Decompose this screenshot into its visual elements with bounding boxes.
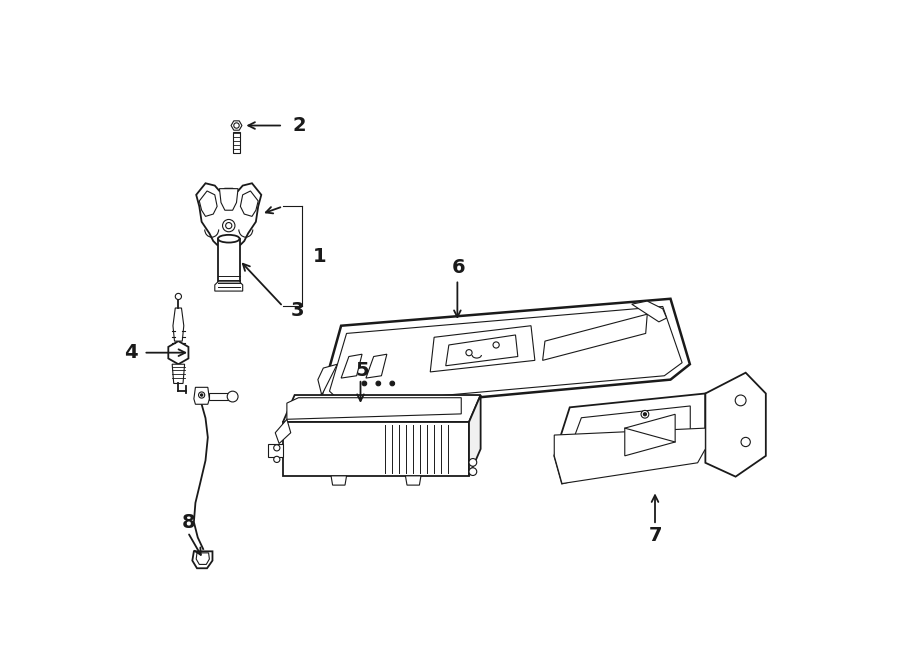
Polygon shape	[194, 387, 210, 405]
Polygon shape	[275, 419, 291, 444]
Text: 5: 5	[356, 362, 370, 380]
Polygon shape	[554, 393, 706, 484]
Polygon shape	[267, 444, 283, 457]
Polygon shape	[287, 398, 461, 419]
Circle shape	[199, 392, 204, 398]
Text: 4: 4	[124, 343, 138, 362]
Text: 6: 6	[452, 258, 465, 278]
Polygon shape	[199, 191, 217, 216]
Polygon shape	[283, 422, 469, 476]
Polygon shape	[231, 121, 242, 130]
Circle shape	[222, 219, 235, 232]
Polygon shape	[405, 476, 421, 485]
Polygon shape	[173, 308, 184, 341]
Text: 1: 1	[312, 247, 326, 266]
Circle shape	[376, 381, 381, 386]
Circle shape	[176, 293, 182, 299]
Circle shape	[201, 394, 203, 396]
Polygon shape	[240, 191, 258, 216]
Bar	[210, 393, 232, 401]
Polygon shape	[193, 551, 212, 568]
Circle shape	[741, 438, 751, 447]
Polygon shape	[196, 553, 210, 564]
Circle shape	[493, 342, 500, 348]
Circle shape	[362, 381, 366, 386]
Polygon shape	[543, 314, 647, 360]
Circle shape	[274, 445, 280, 451]
Polygon shape	[341, 354, 362, 378]
Circle shape	[234, 123, 239, 128]
Circle shape	[466, 350, 472, 356]
Polygon shape	[632, 301, 667, 322]
Polygon shape	[322, 299, 690, 410]
Polygon shape	[283, 395, 481, 422]
Polygon shape	[168, 341, 188, 364]
Circle shape	[469, 459, 477, 466]
Circle shape	[226, 223, 232, 229]
Text: 2: 2	[292, 116, 306, 135]
Circle shape	[735, 395, 746, 406]
Polygon shape	[554, 428, 706, 484]
Polygon shape	[329, 307, 682, 405]
Polygon shape	[570, 406, 690, 473]
Polygon shape	[318, 364, 338, 395]
Polygon shape	[706, 373, 766, 477]
Polygon shape	[196, 183, 261, 245]
Polygon shape	[220, 188, 238, 210]
Text: 8: 8	[182, 512, 195, 531]
Circle shape	[390, 381, 394, 386]
Circle shape	[274, 456, 280, 463]
Polygon shape	[215, 282, 243, 291]
Polygon shape	[446, 335, 518, 366]
Circle shape	[641, 410, 649, 418]
Polygon shape	[430, 326, 535, 372]
Circle shape	[469, 468, 477, 475]
Polygon shape	[331, 476, 346, 485]
Bar	[218, 239, 239, 285]
Text: 3: 3	[291, 301, 304, 320]
Polygon shape	[366, 354, 387, 378]
Circle shape	[227, 391, 238, 402]
Bar	[232, 132, 240, 153]
Circle shape	[644, 412, 646, 416]
Text: 7: 7	[649, 526, 662, 545]
Polygon shape	[469, 395, 481, 476]
Polygon shape	[625, 414, 675, 456]
Ellipse shape	[218, 235, 239, 243]
Polygon shape	[172, 364, 184, 383]
